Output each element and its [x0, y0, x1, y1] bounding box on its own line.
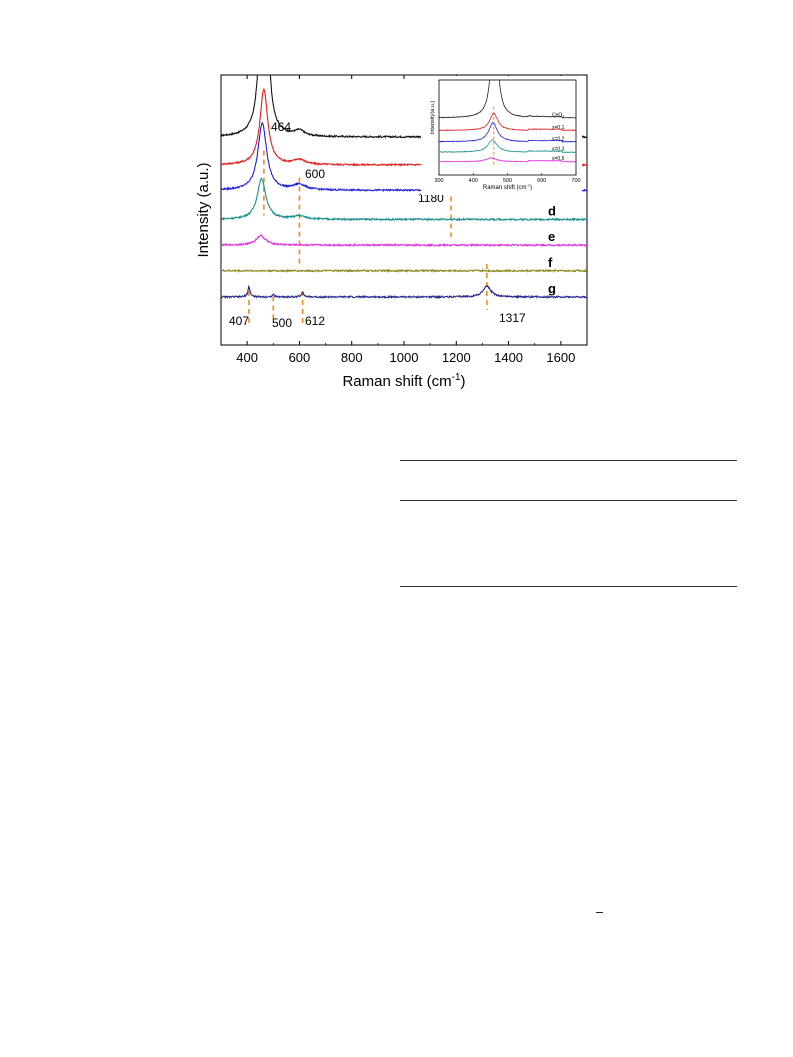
series-line-g	[221, 284, 587, 300]
inset-y-axis-label: Intensity(a.u.)	[430, 101, 436, 134]
x-tick-label-1400: 1400	[494, 350, 523, 365]
inset-series-label-x=0.5: x=0.5	[552, 156, 565, 162]
inset-series-line-CeO2	[439, 80, 576, 119]
series-label-g: g	[548, 281, 556, 296]
peak-label-612: 612	[305, 314, 325, 328]
peak-label-1317: 1317	[499, 311, 526, 325]
series-line-f	[221, 268, 587, 274]
inset-x-axis-label: Raman shift (cm-1)	[483, 183, 532, 192]
inset-series-label-CeO2: CeO2	[552, 113, 564, 120]
x-label-text: Raman shift (cm	[342, 373, 451, 390]
main-x-axis: 400 600 800 1000 1200 1400 1600	[220, 75, 588, 365]
inset-x-tick-label-700: 700	[571, 178, 580, 184]
peak-label-464: 464	[271, 120, 291, 134]
x-tick-label-800: 800	[341, 350, 363, 365]
inset-x-tick-label-600: 600	[537, 178, 546, 184]
series-label-e: e	[548, 229, 555, 244]
inset-series-line-x=0.3	[439, 139, 576, 154]
x-tick-label-400: 400	[236, 350, 258, 365]
x-label-superscript: -1	[452, 372, 461, 383]
inset-x-tick-label-400: 400	[469, 178, 478, 184]
inset-series-label-x=0.2: x=0.2	[552, 136, 565, 142]
inset-series-line-x=0.5	[439, 157, 576, 163]
x-tick-label-1600: 1600	[546, 350, 575, 365]
series-line-d	[221, 177, 587, 222]
table-header-rule	[400, 500, 737, 501]
series-label-d: d	[548, 203, 556, 218]
x-label-close: )	[461, 373, 466, 390]
table-bottom-rule	[400, 586, 737, 587]
inset-series-line-x=0.1	[439, 112, 576, 132]
inset-x-tick-label-500: 500	[503, 178, 512, 184]
inset-x-axis: 300 400 500 600 700	[434, 173, 581, 184]
table-top-rule	[400, 460, 737, 461]
x-tick-label-1200: 1200	[442, 350, 471, 365]
inset-legend: CeO2 x=0.1 x=0.2 x=0.3 x=0.5	[552, 113, 565, 163]
main-y-axis-label: Intensity (a.u.)	[195, 162, 212, 257]
inset-series-line-x=0.2	[439, 122, 576, 143]
inset-x-tick-label-300: 300	[434, 178, 443, 184]
stray-mark	[596, 912, 603, 913]
inset-series-label-x=0.1: x=0.1	[552, 125, 565, 131]
peak-label-407: 407	[229, 314, 249, 328]
main-x-axis-label: Raman shift (cm-1)	[342, 372, 465, 390]
x-tick-label-600: 600	[289, 350, 311, 365]
series-line-e	[221, 234, 587, 248]
peak-label-600: 600	[305, 167, 325, 181]
inset-series-label-x=0.3: x=0.3	[552, 147, 565, 153]
peak-label-500: 500	[272, 316, 292, 330]
x-tick-label-1000: 1000	[390, 350, 419, 365]
inset-series-lines	[439, 80, 576, 163]
series-label-f: f	[548, 255, 553, 270]
inset-raman-plot: 300 400 500 600 700 CeO2 x=0.1 x=0.2 x=0.3 x=0.5…	[421, 76, 582, 195]
